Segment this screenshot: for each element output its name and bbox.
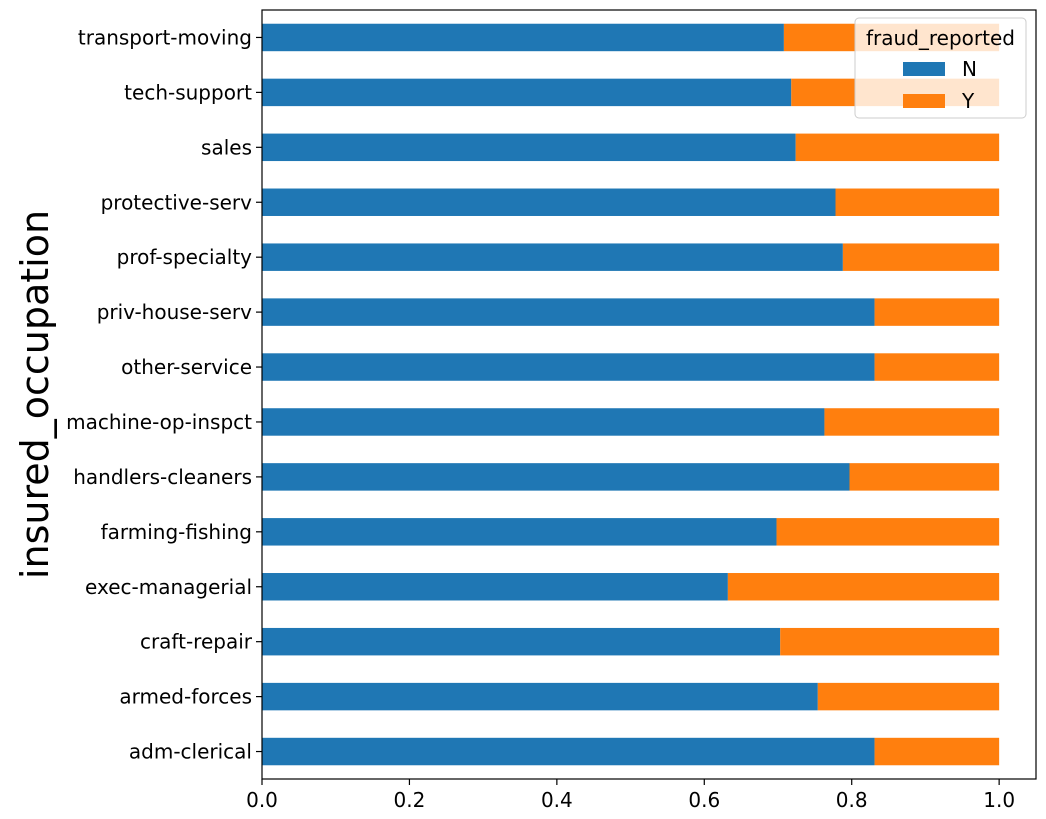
bar-n-armed-forces	[262, 682, 818, 711]
bar-n-adm-clerical	[262, 737, 875, 766]
bar-n-priv-house-serv	[262, 298, 875, 326]
y-tick-label: sales	[201, 135, 252, 159]
x-tick-label: 0.0	[246, 788, 278, 812]
y-axis-title: insured_occupation	[13, 210, 57, 579]
bar-n-transport-moving	[262, 23, 784, 52]
bar-n-farming-fishing	[262, 518, 777, 546]
bar-n-prof-specialty	[262, 243, 843, 271]
bar-y-farming-fishing	[776, 518, 1000, 546]
x-tick-label: 1.0	[983, 788, 1015, 812]
bar-n-sales	[262, 133, 796, 162]
y-tick-label: tech-support	[124, 80, 252, 104]
bar-y-sales	[795, 133, 1000, 162]
y-tick-label: exec-managerial	[85, 575, 252, 599]
legend-swatch-y	[903, 94, 945, 108]
y-tick-label: craft-repair	[140, 630, 253, 654]
y-tick-label: armed-forces	[119, 685, 252, 709]
bar-n-exec-managerial	[262, 573, 728, 601]
y-tick-label: protective-serv	[101, 190, 253, 214]
bar-n-protective-serv	[262, 188, 836, 216]
y-tick-label: adm-clerical	[129, 740, 252, 764]
bar-y-adm-clerical	[874, 737, 1000, 766]
x-tick-label: 0.6	[688, 788, 720, 812]
x-tick-label: 0.8	[836, 788, 868, 812]
legend-label-n: N	[962, 57, 977, 81]
bar-y-craft-repair	[780, 627, 1000, 656]
bar-y-other-service	[874, 353, 1000, 381]
y-tick-label: priv-house-serv	[97, 300, 252, 324]
y-tick-label: prof-specialty	[117, 245, 253, 269]
legend-title: fraud_reported	[866, 26, 1015, 50]
legend-label-y: Y	[961, 89, 975, 113]
bar-y-protective-serv	[835, 188, 1000, 216]
bars-layer	[262, 23, 1000, 766]
y-tick-label: other-service	[121, 355, 252, 379]
y-tick-label: transport-moving	[78, 25, 252, 49]
y-tick-label: farming-fishing	[101, 520, 252, 544]
y-axis: adm-clerical armed-forces craft-repair exec…	[66, 25, 262, 764]
bar-n-machine-op-inspct	[262, 408, 825, 436]
x-axis: 0.0 0.2 0.4 0.6 0.8 1.0	[246, 779, 1015, 812]
bar-y-priv-house-serv	[874, 298, 1000, 326]
bar-y-prof-specialty	[842, 243, 1000, 271]
bar-y-armed-forces	[817, 682, 1000, 711]
bar-n-tech-support	[262, 78, 792, 107]
plot-frame	[261, 9, 1037, 780]
x-tick-label: 0.4	[541, 788, 573, 812]
bar-n-craft-repair	[262, 627, 781, 656]
y-tick-label: machine-op-inspct	[66, 410, 252, 434]
x-tick-label: 0.2	[394, 788, 426, 812]
legend: fraud_reported NY	[854, 17, 1027, 119]
bar-n-handlers-cleaners	[262, 463, 850, 491]
y-tick-label: handlers-cleaners	[73, 465, 252, 489]
bar-y-exec-managerial	[727, 573, 1000, 601]
bar-y-handlers-cleaners	[849, 463, 1000, 491]
bar-n-other-service	[262, 353, 875, 381]
legend-swatch-n	[903, 62, 945, 76]
bar-y-machine-op-inspct	[824, 408, 1000, 436]
